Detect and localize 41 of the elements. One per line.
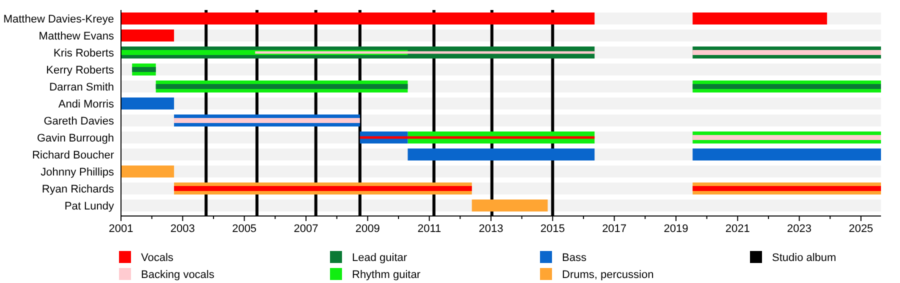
legend-label: Studio album <box>772 252 836 264</box>
bar <box>692 186 881 191</box>
y-tick-label: Andi Morris <box>58 98 114 110</box>
bar <box>174 186 472 191</box>
x-tick-label: 2021 <box>725 223 750 235</box>
legend-label: Vocals <box>141 252 174 264</box>
legend-label: Backing vocals <box>141 269 215 281</box>
bar <box>360 136 595 139</box>
x-tick-label: 2007 <box>294 223 318 235</box>
y-tick-label: Gavin Burrough <box>36 132 114 144</box>
x-tick-label: 2001 <box>108 223 134 235</box>
x-tick-label: 2019 <box>664 223 688 235</box>
bar <box>692 135 881 140</box>
bar <box>408 148 595 160</box>
x-tick-label: 2013 <box>478 223 504 235</box>
y-tick-label: Gareth Davies <box>44 116 114 128</box>
legend-label: Lead guitar <box>352 252 408 264</box>
x-tick-label: 2005 <box>232 223 257 235</box>
y-tick-label: Johnny Phillips <box>40 166 114 178</box>
x-tick-label: 2015 <box>540 223 565 235</box>
legend-label: Rhythm guitar <box>352 269 421 281</box>
x-tick-label: 2025 <box>848 223 874 235</box>
bar <box>255 51 595 54</box>
x-tick-label: 2017 <box>602 223 627 235</box>
y-tick-label: Matthew Evans <box>38 30 114 42</box>
y-tick-label: Matthew Davies-Kreye <box>3 14 114 26</box>
x-tick-label: 2003 <box>170 223 195 235</box>
bar <box>156 84 408 89</box>
legend-label: Bass <box>562 252 587 264</box>
y-tick-label: Pat Lundy <box>64 200 114 212</box>
x-tick-label: 2009 <box>355 223 380 235</box>
y-tick-label: Ryan Richards <box>42 184 114 196</box>
bar <box>692 84 881 89</box>
x-tick-label: 2023 <box>787 223 812 235</box>
y-tick-label: Kerry Roberts <box>46 64 114 76</box>
y-tick-label: Darran Smith <box>49 82 114 94</box>
bar <box>692 148 881 160</box>
legend-label: Drums, percussion <box>562 269 654 281</box>
y-tick-label: Richard Boucher <box>32 150 114 162</box>
x-tick-label: 2011 <box>417 223 442 235</box>
y-tick-label: Kris Roberts <box>53 48 114 60</box>
